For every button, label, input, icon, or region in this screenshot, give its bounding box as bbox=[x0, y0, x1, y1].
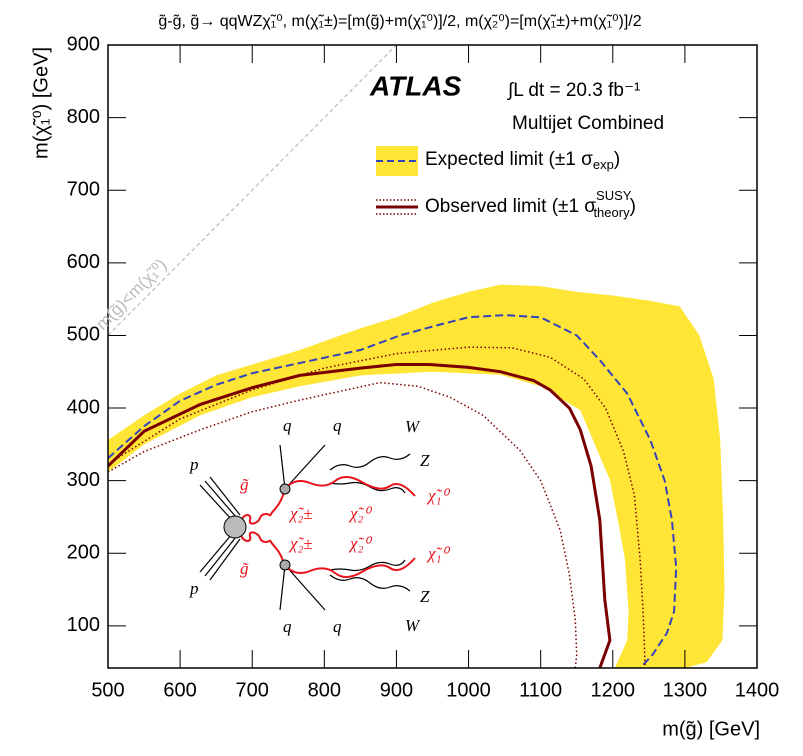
chart-title: g̃-g̃, g̃→ qqWZχ̃₁⁰, m(χ̃₁±)=[m(g̃)+m(χ̃… bbox=[158, 13, 641, 30]
y-tick-label: 900 bbox=[67, 33, 100, 55]
y-tick-label: 600 bbox=[67, 251, 100, 273]
kinematic-limit-line bbox=[108, 45, 397, 336]
y-tick-label: 300 bbox=[67, 469, 100, 491]
diagram-label: Z bbox=[420, 451, 430, 470]
legend-label: Observed limit (±1 σSUSY theory) bbox=[425, 188, 636, 220]
limit-line bbox=[108, 381, 578, 668]
diagram-label: χ̃₁⁰ bbox=[426, 486, 450, 505]
y-tick-label: 500 bbox=[67, 324, 100, 346]
x-tick-label: 600 bbox=[163, 679, 196, 701]
x-tick-label: 1400 bbox=[735, 679, 780, 701]
limit-line bbox=[108, 314, 678, 668]
x-tick-label: 1100 bbox=[519, 679, 562, 701]
diagram-label: χ̃₂⁰ bbox=[348, 504, 372, 523]
diagram-label: Z bbox=[420, 587, 430, 606]
x-axis-title: m(g̃) [GeV] bbox=[662, 718, 760, 740]
kinematic-limit-label: m(g̃)<m(χ̃₁⁰) bbox=[92, 255, 170, 334]
diagram-label: p bbox=[189, 455, 199, 474]
x-tick-label: 900 bbox=[380, 679, 413, 701]
x-tick-label: 1000 bbox=[446, 679, 491, 701]
diagram-label: g̃ bbox=[240, 559, 249, 578]
x-tick-label: 800 bbox=[308, 679, 341, 701]
x-tick-label: 500 bbox=[91, 679, 124, 701]
diagram-label: g̃ bbox=[240, 475, 249, 494]
limit-line bbox=[108, 363, 612, 668]
analysis-label: Multijet Combined bbox=[512, 113, 664, 134]
x-tick-label: 1300 bbox=[663, 679, 708, 701]
diagram-label: χ̃₂± bbox=[288, 504, 313, 523]
experiment-label: ATLAS bbox=[369, 70, 462, 101]
feynman-diagram bbox=[199, 444, 416, 611]
diagram-label: p bbox=[189, 579, 199, 598]
y-tick-label: 800 bbox=[67, 106, 100, 128]
x-tick-label: 1200 bbox=[591, 679, 636, 701]
y-tick-label: 400 bbox=[67, 396, 100, 418]
y-tick-label: 200 bbox=[67, 542, 100, 564]
diagram-label: W bbox=[405, 616, 421, 635]
expected-band bbox=[108, 284, 725, 668]
y-axis-title: m(χ̃₁⁰) [GeV] bbox=[30, 47, 52, 159]
x-tick-label: 700 bbox=[236, 679, 269, 701]
diagram-label: q bbox=[333, 416, 342, 435]
y-tick-label: 100 bbox=[67, 614, 100, 636]
y-tick-label: 700 bbox=[67, 179, 100, 201]
legend-label: Expected limit (±1 σexp) bbox=[425, 149, 620, 172]
diagram-label: χ̃₂⁰ bbox=[348, 534, 372, 553]
plot-frame bbox=[107, 44, 758, 669]
diagram-label: χ̃₂± bbox=[288, 534, 313, 553]
diagram-label: W bbox=[405, 417, 421, 436]
diagram-label: q bbox=[333, 617, 342, 636]
diagram-label: χ̃₁⁰ bbox=[426, 544, 450, 563]
diagram-label: q bbox=[283, 617, 292, 636]
luminosity-label: ∫L dt = 20.3 fb⁻¹ bbox=[507, 80, 640, 101]
diagram-label: q bbox=[283, 416, 292, 435]
